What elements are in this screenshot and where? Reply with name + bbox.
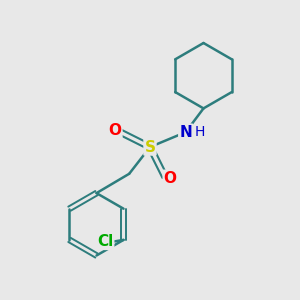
Text: S: S: [145, 140, 155, 154]
Text: H: H: [195, 125, 205, 139]
Text: O: O: [164, 171, 177, 186]
Text: Cl: Cl: [97, 234, 113, 249]
Text: O: O: [108, 123, 122, 138]
Text: N: N: [179, 125, 192, 140]
